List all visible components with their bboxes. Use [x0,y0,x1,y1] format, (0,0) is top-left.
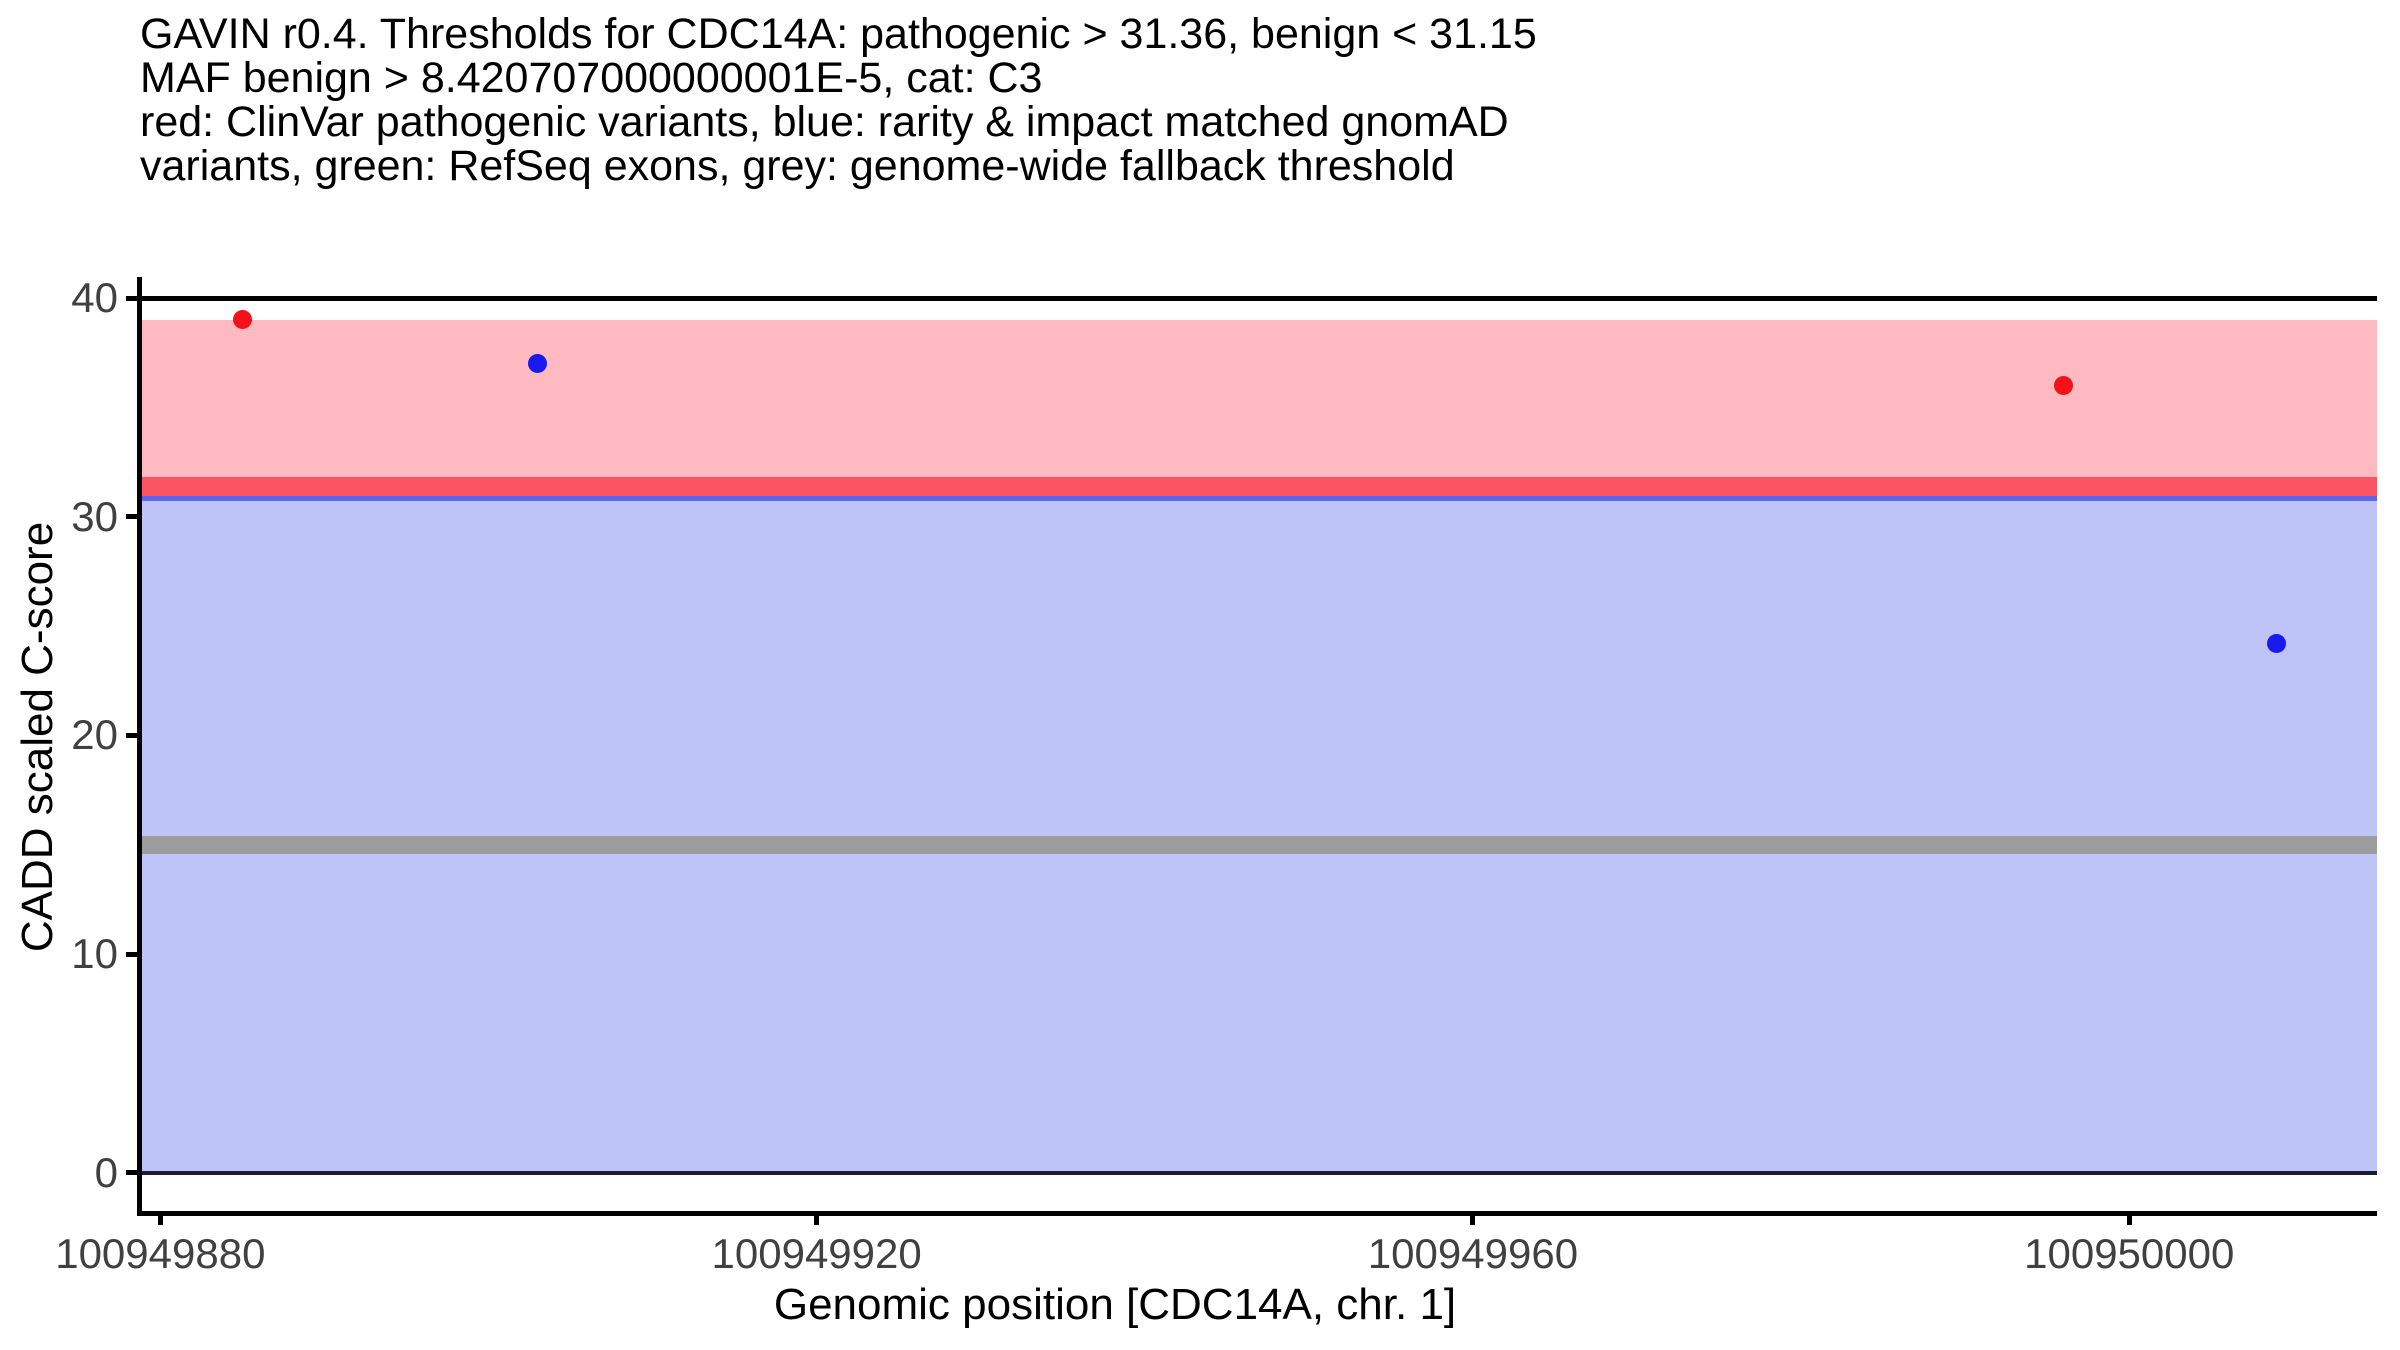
x-tick-label: 100949920 [711,1230,922,1277]
benign-region-band [139,491,2377,1173]
y-tick-mark [126,514,138,520]
fallback-threshold-line [139,835,2377,854]
plot-title-line-1: GAVIN r0.4. Thresholds for CDC14A: patho… [140,10,1537,58]
y-axis-title: CADD scaled C-score [13,521,62,953]
zero-baseline [139,1170,2377,1175]
x-tick-label: 100949880 [55,1230,266,1277]
x-axis-line [137,1211,2377,1216]
x-tick-mark [157,1214,163,1225]
variant-point [232,310,252,330]
y-tick-label: 10 [71,930,118,978]
variant-point [528,354,548,374]
plot-title-line-3: red: ClinVar pathogenic variants, blue: … [140,98,1509,146]
variant-point [2054,375,2074,395]
y-tick-mark [126,951,138,957]
pathogenic-threshold-line [139,477,2377,497]
x-axis-title: Genomic position [CDC14A, chr. 1] [773,1280,1457,1329]
plot-title: GAVIN r0.4. Thresholds for CDC14A: patho… [140,12,1537,188]
y-tick-mark [126,295,138,301]
y-tick-label: 20 [71,711,118,759]
y-tick-label: 0 [94,1148,118,1196]
x-tick-label: 100949960 [1367,1230,1579,1277]
x-tick-label: 100950000 [2024,1230,2235,1277]
x-tick-mark [1470,1214,1476,1225]
plot-panel [139,298,2377,1213]
y-tick-mark [126,732,138,738]
plot-title-line-2: MAF benign > 8.420707000000001E-5, cat: … [140,54,1043,102]
x-tick-mark [814,1214,820,1225]
y-tick-label: 30 [71,492,118,540]
panel-top-border [137,296,2377,301]
y-tick-label: 40 [71,274,118,321]
pathogenic-region-band [139,319,2377,487]
x-tick-mark [2126,1214,2132,1225]
y-axis-line [137,277,142,1216]
plot-title-line-4: variants, green: RefSeq exons, grey: gen… [140,142,1455,190]
variant-point [2267,634,2287,654]
y-tick-mark [126,1170,138,1176]
